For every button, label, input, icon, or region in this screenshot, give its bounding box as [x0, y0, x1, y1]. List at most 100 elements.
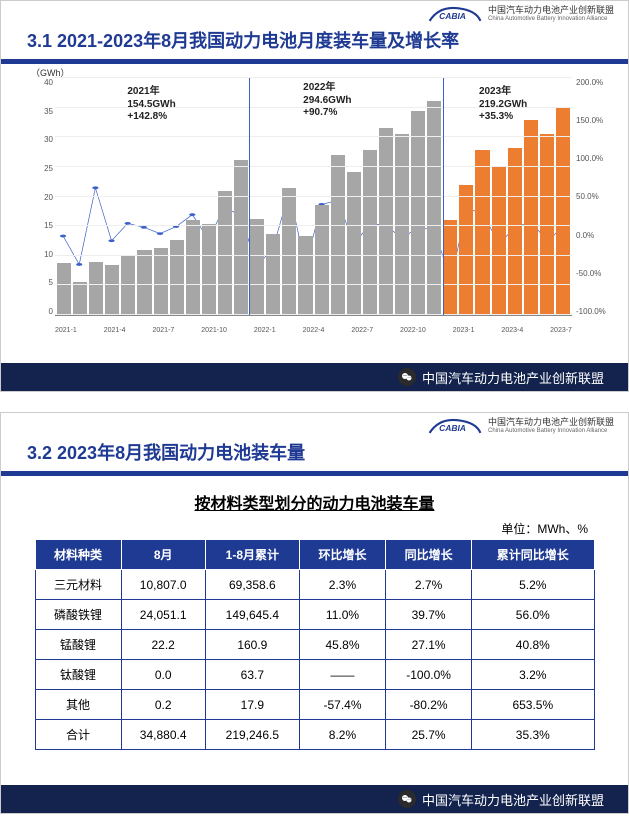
- bar: [170, 240, 184, 315]
- logo-cn: 中国汽车动力电池产业创新联盟: [488, 418, 614, 428]
- bar: [459, 185, 473, 315]
- bar: [298, 236, 312, 315]
- logo-en: China Automotive Battery Innovation Alli…: [488, 428, 614, 435]
- table-cell: 653.5%: [472, 690, 594, 720]
- footer-text: 中国汽车动力电池产业创新联盟: [422, 368, 604, 387]
- table-cell: 2.7%: [386, 570, 472, 600]
- logo-text: 中国汽车动力电池产业创新联盟 China Automotive Battery …: [488, 418, 614, 434]
- y2-tick: 200.0%: [576, 78, 604, 87]
- table-row: 锰酸锂22.2160.945.8%27.1%40.8%: [35, 630, 594, 660]
- bar: [363, 150, 377, 315]
- y-tick: 5: [25, 278, 53, 287]
- gridline: [55, 136, 572, 137]
- bar: [379, 128, 393, 315]
- bar: [331, 155, 345, 315]
- table-cell: 25.7%: [386, 720, 472, 750]
- table-cell: 其他: [35, 690, 121, 720]
- table-cell: 磷酸铁锂: [35, 600, 121, 630]
- slide2-title: 3.2 2023年8月我国动力电池装车量: [1, 435, 628, 471]
- gridline: [55, 77, 572, 78]
- bar: [121, 256, 135, 315]
- y2-tick: -100.0%: [576, 307, 604, 316]
- table-cell: 钛酸锂: [35, 660, 121, 690]
- table-unit: 单位：MWh、%: [1, 514, 628, 539]
- table-body: 三元材料10,807.069,358.62.3%2.7%5.2%磷酸铁锂24,0…: [35, 570, 594, 750]
- plot-area: 2021年154.5GWh+142.8% 2022年294.6GWh+90.7% 2…: [55, 78, 572, 316]
- table-cell: 8.2%: [299, 720, 385, 750]
- table-cell: 69,358.6: [205, 570, 299, 600]
- bar: [218, 191, 232, 315]
- x-tick: 2022-7: [351, 327, 373, 334]
- x-tick: 2022-4: [303, 327, 325, 334]
- cabia-logo-icon: CABIA: [428, 417, 482, 435]
- x-tick: 2022-1: [254, 327, 276, 334]
- y-tick: 30: [25, 135, 53, 144]
- table-header-cell: 材料种类: [35, 540, 121, 570]
- table-row: 其他0.217.9-57.4%-80.2%653.5%: [35, 690, 594, 720]
- y2-tick: 100.0%: [576, 154, 604, 163]
- logo-en: China Automotive Battery Innovation Alli…: [488, 16, 614, 23]
- table-cell: 160.9: [205, 630, 299, 660]
- table-cell: 0.2: [121, 690, 205, 720]
- table-cell: -100.0%: [386, 660, 472, 690]
- cabia-logo-icon: CABIA: [428, 5, 482, 23]
- y2-tick: 150.0%: [576, 116, 604, 125]
- bar: [524, 120, 538, 315]
- bar: [443, 220, 457, 315]
- bar: [186, 220, 200, 315]
- table-cell: 149,645.4: [205, 600, 299, 630]
- chart-container: （GWh） 0510152025303540 -100.0%-50.0%0.0%…: [25, 68, 604, 338]
- x-tick: 2021-10: [201, 327, 227, 334]
- table-header-row: 材料种类8月1-8月累计环比增长同比增长累计同比增长: [35, 540, 594, 570]
- table-cell: 22.2: [121, 630, 205, 660]
- y2-tick: 0.0%: [576, 231, 604, 240]
- gridline: [55, 166, 572, 167]
- bar: [475, 150, 489, 315]
- bar: [73, 282, 87, 315]
- separator-line: [443, 78, 444, 315]
- logo-text: 中国汽车动力电池产业创新联盟 China Automotive Battery …: [488, 6, 614, 22]
- table-cell: 5.2%: [472, 570, 594, 600]
- y-tick: 10: [25, 250, 53, 259]
- x-tick: 2023-4: [501, 327, 523, 334]
- table-cell: 35.3%: [472, 720, 594, 750]
- separator-line: [249, 78, 250, 315]
- table-cell: 三元材料: [35, 570, 121, 600]
- table-header-cell: 8月: [121, 540, 205, 570]
- table-cell: 10,807.0: [121, 570, 205, 600]
- table-header-cell: 环比增长: [299, 540, 385, 570]
- title-underline: [1, 59, 628, 64]
- bar: [315, 205, 329, 315]
- chart-annotation: 2021年154.5GWh+142.8%: [127, 86, 175, 124]
- y-tick: 35: [25, 107, 53, 116]
- bar: [266, 234, 280, 315]
- bar: [202, 224, 216, 315]
- y2-tick: 50.0%: [576, 192, 604, 201]
- table-cell: 合计: [35, 720, 121, 750]
- gridline: [55, 225, 572, 226]
- x-tick: 2021-4: [104, 327, 126, 334]
- footer-text: 中国汽车动力电池产业创新联盟: [422, 790, 604, 809]
- table-cell: 17.9: [205, 690, 299, 720]
- x-ticks: 2021-1 2021-4 2021-7 2021-10 2022-1 2022-4 202…: [55, 327, 572, 334]
- y-tick: 40: [25, 78, 53, 87]
- bar: [57, 263, 71, 315]
- logo-cn: 中国汽车动力电池产业创新联盟: [488, 6, 614, 16]
- table-cell: -57.4%: [299, 690, 385, 720]
- x-tick: 2021-1: [55, 327, 77, 334]
- logo-row: CABIA 中国汽车动力电池产业创新联盟 China Automotive Ba…: [1, 413, 628, 435]
- wechat-icon: [398, 790, 416, 808]
- x-tick: 2021-7: [152, 327, 174, 334]
- table-row: 合计34,880.4219,246.58.2%25.7%35.3%: [35, 720, 594, 750]
- table-cell: -80.2%: [386, 690, 472, 720]
- table-header-cell: 累计同比增长: [472, 540, 594, 570]
- bar: [154, 248, 168, 315]
- table-cell: 45.8%: [299, 630, 385, 660]
- table-header-cell: 同比增长: [386, 540, 472, 570]
- chart-annotation: 2022年294.6GWh+90.7%: [303, 82, 351, 120]
- bar: [89, 262, 103, 315]
- gridline: [55, 284, 572, 285]
- chart-annotation: 2023年219.2GWh+35.3%: [479, 86, 527, 124]
- svg-text:CABIA: CABIA: [439, 11, 466, 21]
- y-left-ticks: 0510152025303540: [25, 78, 53, 316]
